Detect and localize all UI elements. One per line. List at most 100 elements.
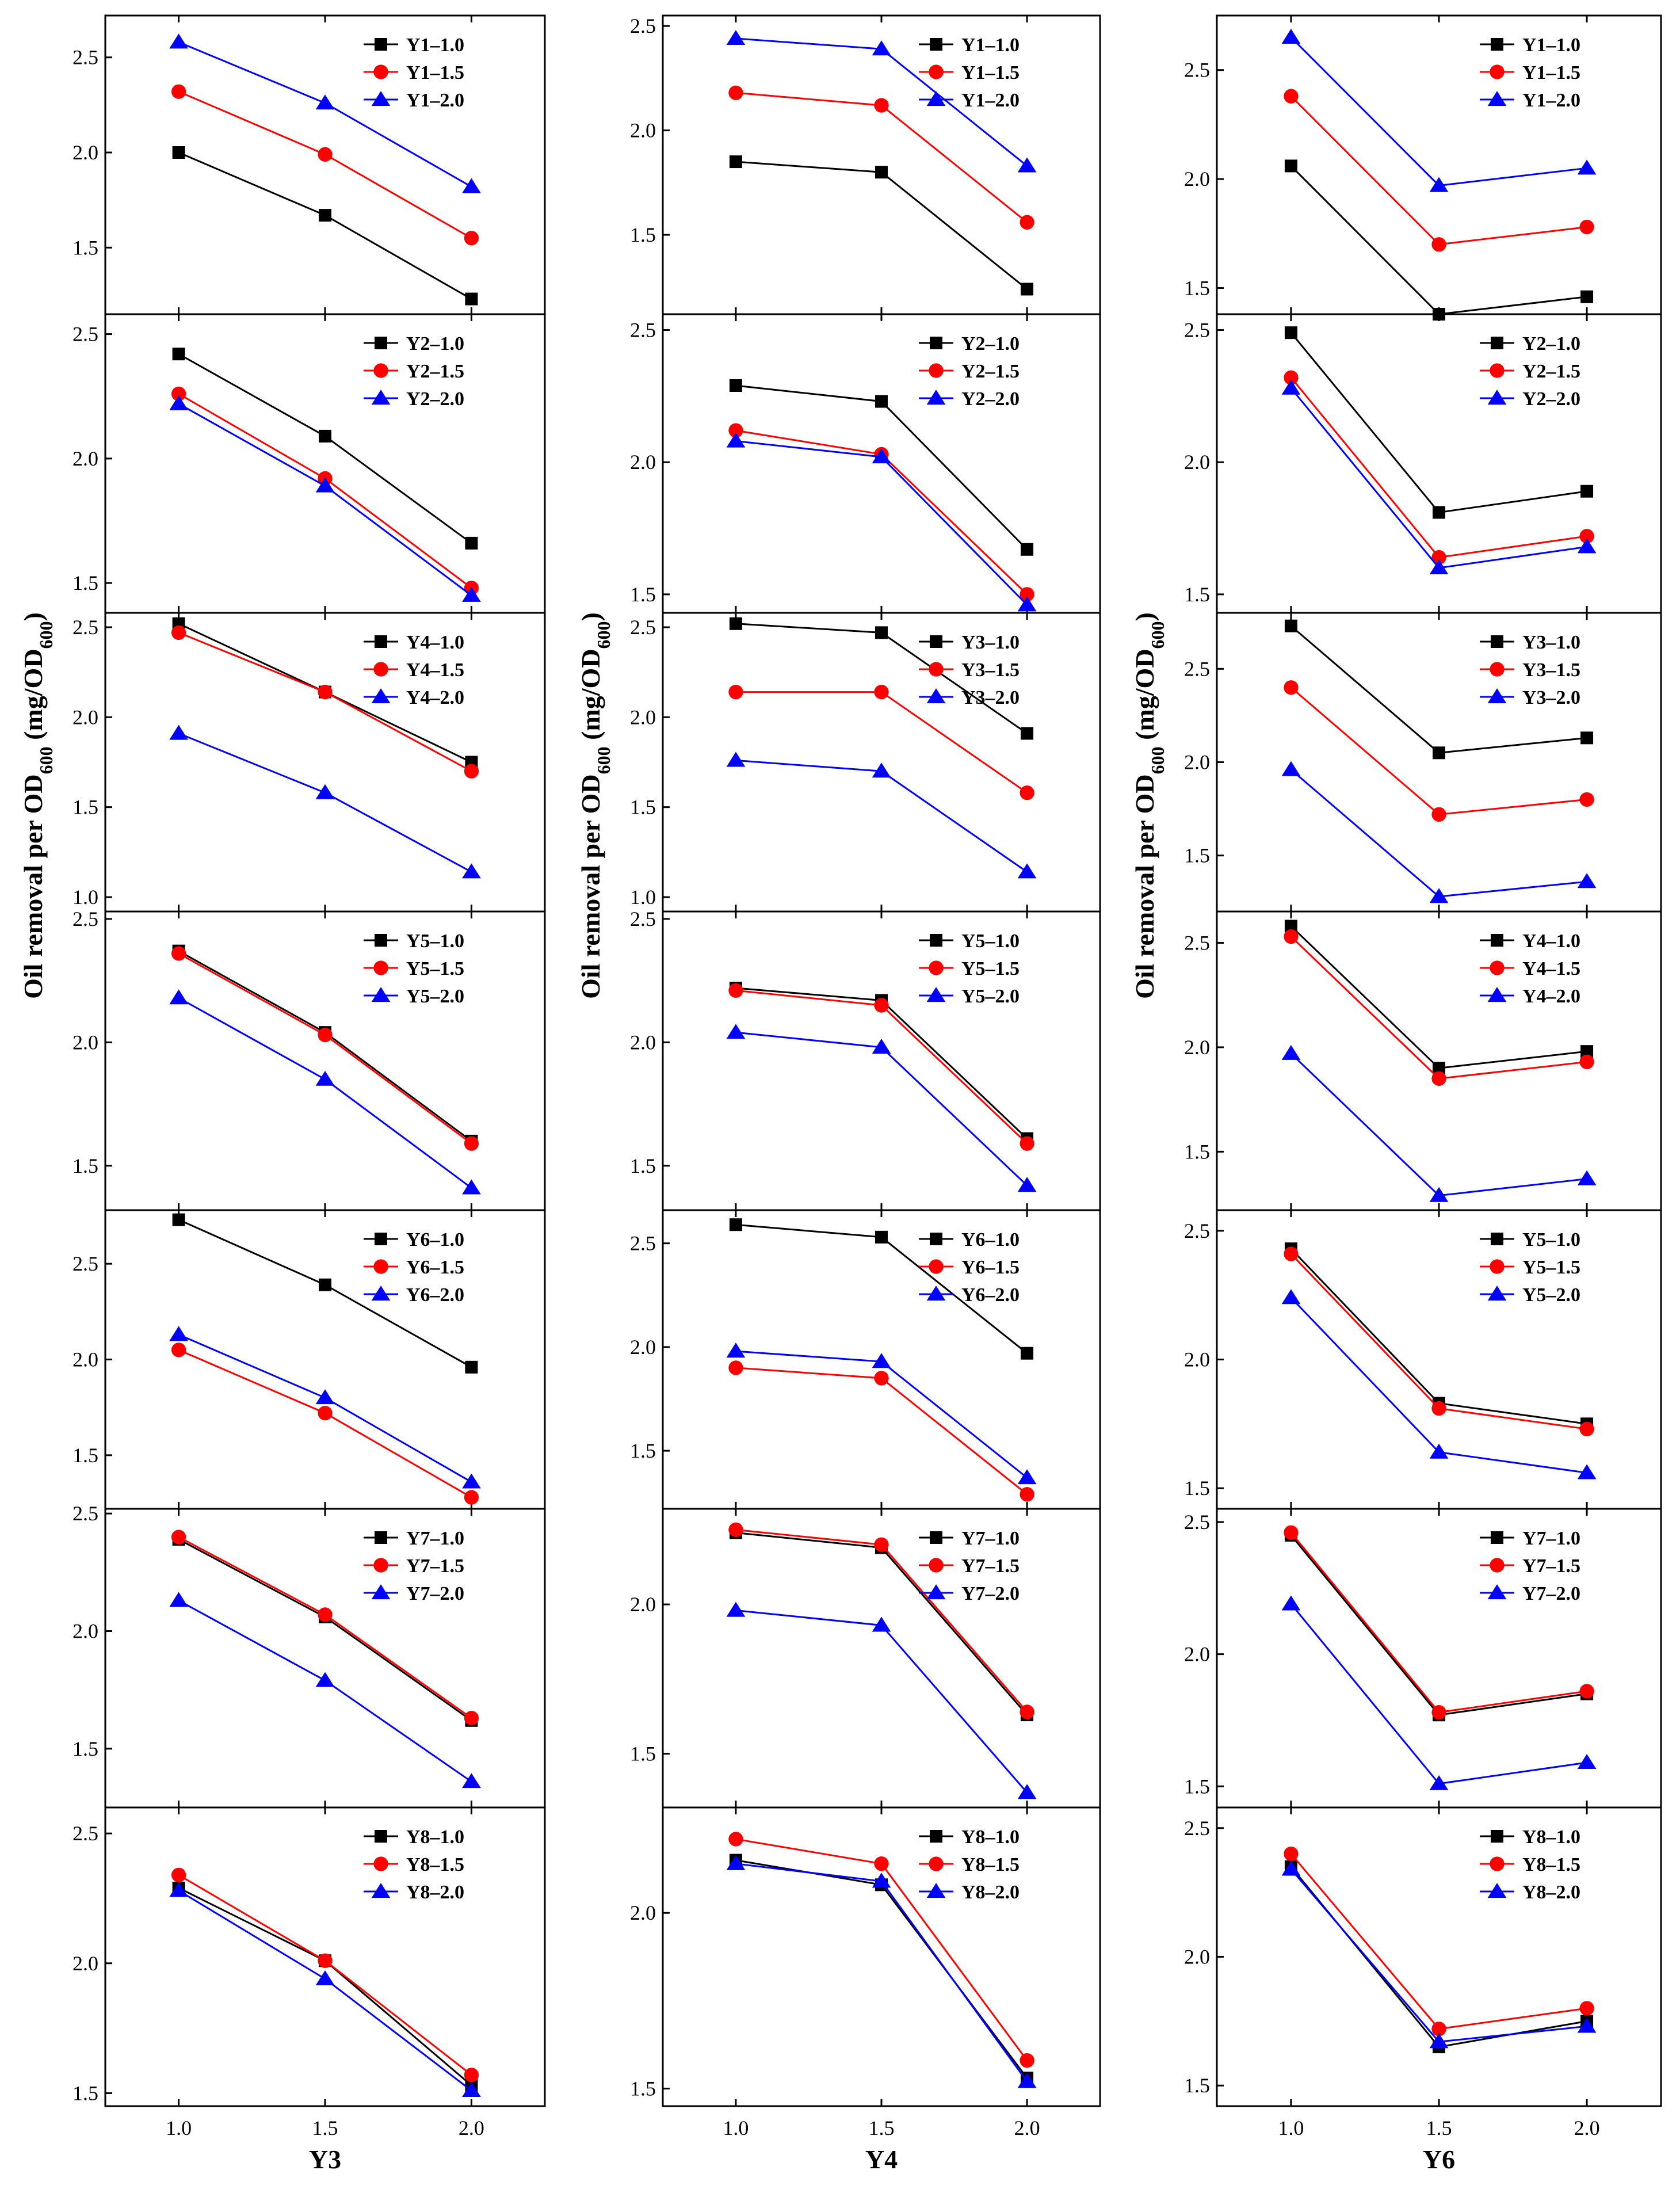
- data-point: [315, 784, 335, 799]
- data-point: [1577, 1754, 1597, 1769]
- y-tick-label: 2.5: [72, 616, 98, 639]
- data-point: [728, 1522, 743, 1537]
- legend-entry: Y6–2.0: [406, 1284, 464, 1306]
- y-tick-label: 2.0: [1184, 1348, 1210, 1371]
- data-point: [728, 85, 743, 100]
- legend-marker: [375, 38, 387, 51]
- y-tick-label: 2.0: [1184, 167, 1210, 190]
- series-line: [178, 733, 472, 873]
- y-tick-label: 2.5: [1184, 59, 1210, 82]
- data-point: [728, 1832, 743, 1847]
- legend-entry: Y2–1.5: [406, 361, 464, 382]
- legend-entry: Y6–1.5: [406, 1257, 464, 1278]
- data-point: [171, 386, 186, 402]
- series-line: [735, 440, 1028, 606]
- legend-marker: [1487, 987, 1507, 1002]
- data-point: [1577, 1170, 1597, 1185]
- data-point: [1284, 929, 1299, 944]
- legend-marker: [1490, 1558, 1505, 1573]
- data-point: [1281, 379, 1301, 395]
- y-tick-label: 1.5: [72, 1154, 98, 1177]
- data-point: [1284, 1846, 1299, 1862]
- legend-entry: Y8–2.0: [1522, 1882, 1580, 1903]
- y-tick-label: 2.5: [72, 907, 98, 930]
- y-tick-label: 2.5: [1184, 1219, 1210, 1242]
- legend-entry: Y4–2.0: [1522, 986, 1580, 1007]
- series-line: [1290, 769, 1587, 898]
- legend-entry: Y7–2.0: [406, 1583, 464, 1604]
- data-point: [872, 1039, 891, 1054]
- legend-entry: Y1–1.0: [406, 35, 464, 56]
- data-point: [728, 1360, 743, 1375]
- y-tick-label: 2.5: [72, 1502, 98, 1525]
- series-line: [178, 1890, 472, 2092]
- legend-entry: Y4–1.5: [1522, 958, 1580, 979]
- legend-marker: [930, 1830, 942, 1843]
- panel-c0-r3: 1.5 2.0 2.5 Y5–1.0 Y5–1.5 Y5–2.0: [72, 907, 546, 1211]
- legend-marker: [1487, 1286, 1507, 1301]
- data-point: [874, 998, 889, 1013]
- data-point: [169, 395, 188, 410]
- series-line: [1290, 1603, 1587, 1785]
- series-line: [178, 950, 472, 1142]
- data-point: [1580, 485, 1594, 498]
- panel-frame: [104, 14, 546, 315]
- legend-marker: [926, 1584, 946, 1600]
- legend-marker: [1487, 91, 1507, 106]
- data-point: [1284, 370, 1299, 385]
- data-point: [1021, 1347, 1034, 1360]
- legend-entry: Y8–2.0: [406, 1882, 464, 1903]
- legend-entry: Y6–1.5: [961, 1257, 1020, 1278]
- legend-marker: [371, 688, 391, 704]
- data-point: [726, 752, 746, 767]
- data-point: [1284, 159, 1297, 173]
- y-tick-label: 2.5: [72, 323, 98, 346]
- legend-entry: Y8–1.5: [406, 1854, 464, 1875]
- data-point: [1429, 177, 1449, 192]
- y-tick-label: 1.5: [630, 583, 656, 606]
- data-point: [1021, 283, 1034, 296]
- data-point: [1020, 587, 1034, 602]
- data-point: [169, 1326, 188, 1341]
- data-point: [875, 395, 888, 408]
- data-point: [1580, 290, 1594, 303]
- y-tick-label: 2.5: [630, 1232, 656, 1255]
- legend-marker: [1491, 38, 1503, 51]
- data-point: [1021, 727, 1034, 740]
- panel-frame: [104, 313, 546, 614]
- panel-frame: [104, 612, 546, 913]
- legend-marker: [373, 64, 388, 79]
- legend-marker: [1490, 1856, 1505, 1871]
- legend-marker: [926, 1286, 946, 1301]
- panel-c1-r3: 1.5 2.0 2.5 Y5–1.0 Y5–1.5 Y5–2.0: [630, 907, 1101, 1211]
- y-tick-label: 2.5: [72, 46, 98, 69]
- legend-entry: Y7–1.0: [961, 1528, 1020, 1549]
- legend-marker: [1490, 363, 1505, 378]
- legend-marker: [930, 337, 942, 349]
- data-point: [171, 946, 186, 961]
- data-point: [318, 684, 333, 700]
- legend-entry: Y1–2.0: [961, 90, 1020, 111]
- legend-marker: [929, 363, 944, 378]
- y-tick-label: 2.0: [630, 451, 656, 474]
- data-point: [1020, 1136, 1034, 1151]
- legend-entry: Y2–1.5: [1522, 361, 1580, 382]
- data-point: [874, 684, 889, 700]
- data-point: [171, 1343, 186, 1357]
- legend-entry: Y3–1.0: [1522, 632, 1580, 653]
- panel-frame: [1216, 1508, 1662, 1809]
- panel-c2-r6: 1.5 2.0 2.5 1.0 1.5 2.0 Y8–1.0 Y8–1.5 Y8–2.0: [1184, 1806, 1662, 2140]
- data-point: [1020, 1704, 1034, 1719]
- y-tick-label: 1.5: [630, 1742, 656, 1765]
- y-tick-label: 2.5: [1184, 319, 1210, 342]
- legend-marker: [1490, 662, 1505, 677]
- data-point: [729, 617, 742, 630]
- legend-marker: [373, 662, 388, 677]
- data-point: [1284, 1246, 1299, 1261]
- legend-entry: Y2–1.0: [961, 333, 1020, 354]
- data-point: [169, 724, 188, 740]
- data-point: [462, 1179, 481, 1195]
- data-point: [1431, 550, 1446, 565]
- data-point: [872, 1616, 891, 1632]
